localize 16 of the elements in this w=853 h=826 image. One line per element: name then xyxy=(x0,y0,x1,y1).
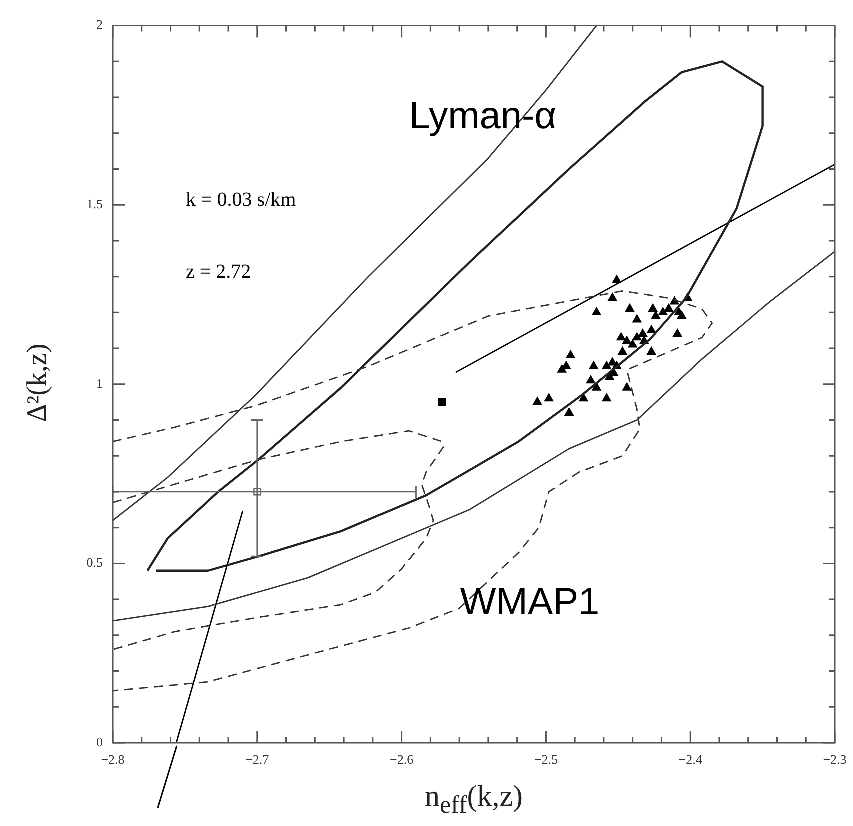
x-tick-label: −2.8 xyxy=(101,752,125,768)
y-tick-label: 1.5 xyxy=(86,196,103,212)
y-tick-label: 0.5 xyxy=(86,555,103,570)
x-tick-label: −2.6 xyxy=(390,752,414,768)
y-tick-label: 2 xyxy=(96,17,103,32)
x-tick-label: −2.4 xyxy=(678,752,703,768)
x-tick-label: −2.3 xyxy=(823,752,847,768)
annotation: WMAP1 xyxy=(460,581,600,624)
annotation: k = 0.03 s/km xyxy=(186,189,297,212)
annotation: z = 2.72 xyxy=(186,261,252,284)
y-tick-label: 0 xyxy=(96,734,103,750)
x-tick-label: −2.5 xyxy=(534,752,558,768)
x-tick-label: −2.7 xyxy=(246,752,270,768)
y-tick-label: 1 xyxy=(96,376,103,391)
x-axis-title: n$_{eff}$(k,z) xyxy=(424,780,524,820)
y-axis-title: Δ²(k,z) xyxy=(22,344,54,422)
